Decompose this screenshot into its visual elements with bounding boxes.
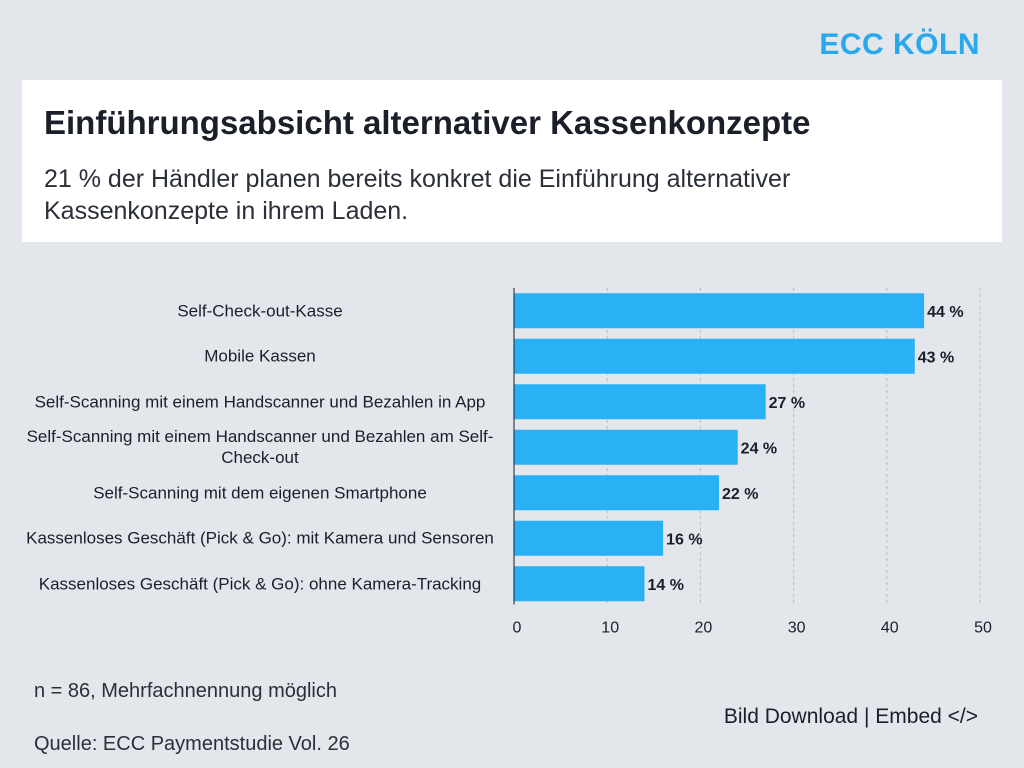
x-tick-label: 0 <box>513 620 522 637</box>
bar <box>514 338 915 374</box>
bar <box>514 520 664 556</box>
category-label: Mobile Kassen <box>204 346 316 366</box>
value-label: 16 % <box>666 531 702 548</box>
source-note: Quelle: ECC Paymentstudie Vol. 26 <box>34 733 350 755</box>
bar <box>514 429 738 465</box>
download-link[interactable]: Bild Download <box>723 705 859 728</box>
value-label: 24 % <box>741 440 777 457</box>
bar <box>514 475 720 511</box>
bar-chart: Self-Check-out-Kasse Mobile Kassen Self-Sc… <box>0 270 1024 650</box>
footer-links: Bild Download | Embed </> <box>724 705 978 729</box>
sample-note: n = 86, Mehrfachnennung möglich <box>34 680 337 702</box>
bar <box>514 384 766 420</box>
embed-link[interactable]: Embed </> <box>875 705 978 728</box>
x-tick-label: 40 <box>881 620 899 637</box>
brand-logo: ECC KÖLN <box>819 28 980 61</box>
x-tick-label: 50 <box>974 620 992 637</box>
value-label: 27 % <box>769 395 805 412</box>
value-label: 22 % <box>722 486 758 503</box>
title-card: Einführungsabsicht alternativer Kassenko… <box>22 80 1002 242</box>
chart-plot: 44 % 43 % 27 % 24 % 22 % 16 % 14 % 0 10 20 30 40 50 <box>513 288 992 637</box>
chart-subtitle: 21 % der Händler planen bereits konkret … <box>44 165 791 225</box>
value-label: 14 % <box>647 577 683 594</box>
bar <box>514 293 925 329</box>
bar <box>514 566 645 602</box>
value-label: 43 % <box>918 349 954 366</box>
category-label: Self-Scanning mit dem eigenen Smartphone <box>93 483 427 503</box>
x-tick-label: 10 <box>601 620 619 637</box>
category-label: Kassenloses Geschäft (Pick & Go): mit Ka… <box>26 528 494 548</box>
link-separator: | <box>863 705 870 728</box>
value-label: 44 % <box>927 304 963 321</box>
x-tick-label: 20 <box>695 620 713 637</box>
category-label: Self-Scanning mit einem Handscanner und … <box>34 392 486 412</box>
category-label: Self-Scanning mit einem Handscanner und … <box>26 427 494 468</box>
category-label: Kassenloses Geschäft (Pick & Go): ohne K… <box>38 574 482 594</box>
x-tick-label: 30 <box>788 620 806 637</box>
chart-title: Einführungsabsicht alternativer Kassenko… <box>44 104 811 141</box>
category-label: Self-Check-out-Kasse <box>177 301 343 321</box>
